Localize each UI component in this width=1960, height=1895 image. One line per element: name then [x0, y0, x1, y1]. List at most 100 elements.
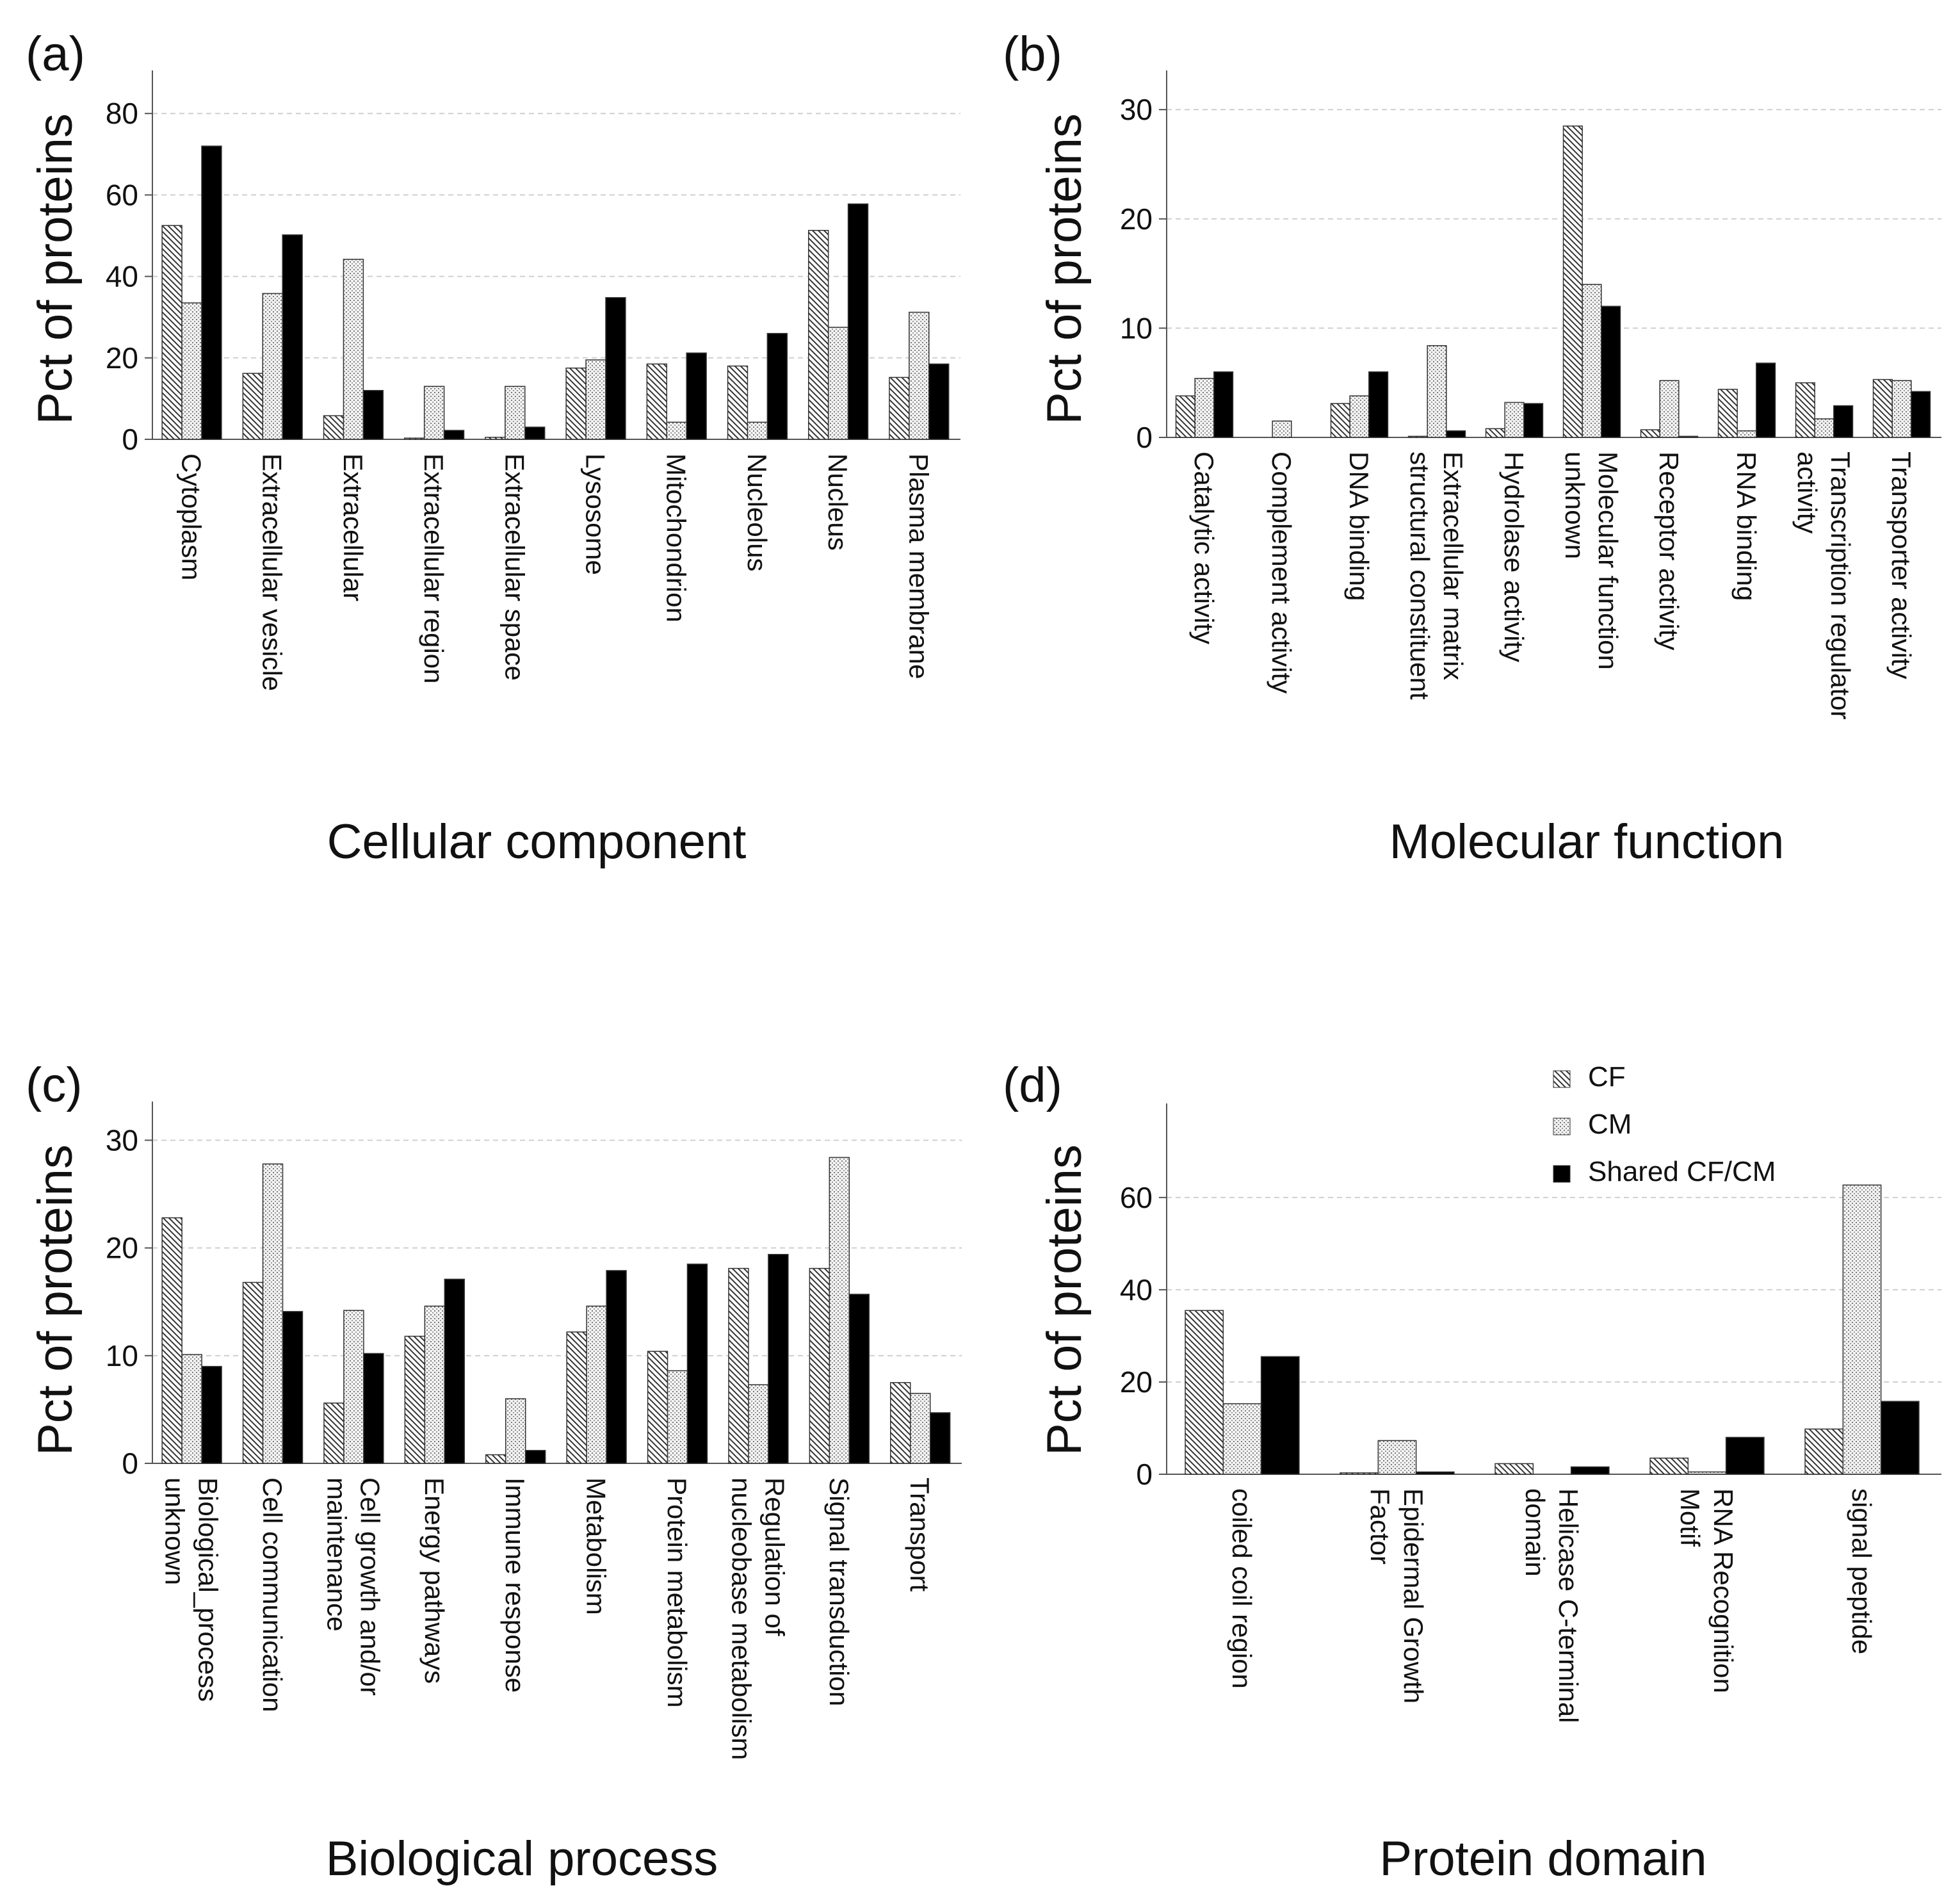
category-label: Immune response — [500, 1477, 530, 1693]
bar-cm — [1194, 378, 1215, 438]
category-label: Transport — [905, 1477, 935, 1592]
bar-cf — [485, 1454, 506, 1464]
bar-cm — [181, 1354, 202, 1464]
bar-cm — [262, 293, 283, 440]
bar-shared-cf-cm — [766, 332, 788, 440]
bar-cf — [1649, 1458, 1689, 1475]
bar-cm — [909, 311, 930, 440]
category-label: Cell growth and/ormaintenance — [321, 1477, 385, 1696]
bar-shared-cf-cm — [524, 1450, 546, 1464]
category-label-line: Molecular function — [1593, 451, 1623, 670]
y-tick-label: 10 — [106, 1339, 138, 1372]
x-axis-title: Protein domain — [1379, 1832, 1706, 1886]
category-label: Energy pathways — [419, 1477, 450, 1684]
bar-cm — [1272, 420, 1292, 438]
x-axis-title: Biological process — [326, 1832, 718, 1886]
category-label-line: coiled coil region — [1227, 1488, 1257, 1689]
category-label-line: Extracellular region — [419, 453, 449, 684]
bar-cf — [1485, 428, 1505, 438]
bar-shared-cf-cm — [1260, 1356, 1300, 1475]
bar-cm — [1891, 380, 1912, 438]
legend-label: Shared CF/CM — [1588, 1156, 1776, 1187]
category-label: Metabolism — [581, 1477, 611, 1615]
bar-cf — [728, 1267, 749, 1464]
bar-shared-cf-cm — [1523, 403, 1544, 438]
bar-shared-cf-cm — [1213, 371, 1234, 438]
bar-cm — [505, 386, 526, 440]
legend-label: CF — [1588, 1061, 1626, 1093]
panel-0: (a) Pct of proteins Cellular component 0 20 4… — [26, 27, 960, 869]
bar-cm — [586, 1305, 607, 1464]
bar-cf — [1804, 1428, 1844, 1475]
bar-cf — [647, 1351, 668, 1464]
category-label: Complement activity — [1267, 451, 1297, 694]
category-label-line: structural constituent — [1405, 451, 1435, 700]
y-tick-label: 30 — [106, 1123, 138, 1157]
bar-cf — [323, 1403, 344, 1464]
category-label: signal peptide — [1847, 1488, 1877, 1654]
bar-cf — [404, 1335, 426, 1464]
bar-cf — [242, 373, 264, 440]
bar-cm — [1222, 1403, 1262, 1475]
legend: CF CM Shared CF/CM — [1553, 1061, 1776, 1187]
category-label: coiled coil region — [1227, 1488, 1257, 1689]
bar-cf — [1795, 382, 1815, 438]
bar-shared-cf-cm — [847, 203, 869, 440]
bar-shared-cf-cm — [363, 1353, 384, 1464]
y-tick-label: 30 — [1120, 93, 1153, 126]
bar-cm — [181, 302, 202, 440]
category-label: Molecular functionunknown — [1560, 451, 1623, 670]
y-tick-label: 0 — [1136, 1458, 1153, 1491]
category-label-line: Extracellular — [338, 453, 368, 601]
category-label-line: RNA Recognition — [1708, 1488, 1738, 1693]
bar-cf — [1185, 1310, 1224, 1475]
category-label-line: Biological_process — [193, 1477, 223, 1702]
y-tick-label: 60 — [1120, 1181, 1153, 1214]
legend-swatch — [1553, 1165, 1571, 1183]
bar-cf — [1407, 435, 1428, 438]
y-tick-label: 10 — [1120, 311, 1153, 345]
category-label: Cytoplasm — [177, 453, 207, 580]
bar-shared-cf-cm — [606, 1270, 627, 1464]
bar-shared-cf-cm — [1570, 1466, 1610, 1475]
x-axis-title: Molecular function — [1389, 815, 1785, 869]
category-label-line: Mitochondrion — [661, 453, 692, 622]
category-label-line: activity — [1792, 451, 1822, 533]
bar-cf — [161, 225, 182, 440]
category-label-line: Helicase C-terminal — [1553, 1488, 1583, 1723]
bar-shared-cf-cm — [848, 1294, 870, 1464]
bar-shared-cf-cm — [1446, 430, 1466, 438]
y-tick-label: 0 — [122, 1447, 138, 1480]
bar-shared-cf-cm — [1911, 391, 1931, 438]
bar-shared-cf-cm — [1601, 305, 1621, 438]
y-tick-label: 0 — [1136, 421, 1153, 454]
category-label-line: Motif — [1675, 1488, 1705, 1547]
category-label: Signal transduction — [824, 1477, 854, 1706]
bar-cf — [485, 437, 506, 440]
bar-cm — [424, 1305, 446, 1464]
bar-cm — [1504, 402, 1525, 438]
legend-label: CM — [1588, 1109, 1632, 1140]
bar-cf — [566, 1331, 587, 1464]
bar-cm — [1842, 1184, 1882, 1475]
bar-cf — [403, 437, 425, 440]
y-tick-label: 20 — [106, 1232, 138, 1265]
category-label-line: DNA binding — [1344, 451, 1374, 601]
bar-cm — [1377, 1440, 1417, 1475]
category-label: Plasma membrane — [903, 453, 934, 679]
category-label-line: Cell growth and/or — [355, 1477, 385, 1696]
bar-cm — [667, 1370, 688, 1464]
bar-cf — [1717, 389, 1738, 438]
category-label: Protein metabolism — [662, 1477, 692, 1707]
bar-cf — [1340, 1472, 1379, 1475]
category-label-line: Transcription regulator — [1826, 451, 1856, 720]
panel-letter: (b) — [1003, 27, 1062, 81]
category-label-line: domain — [1520, 1488, 1550, 1577]
category-label: Nucleolus — [742, 453, 772, 571]
y-axis-label: Pct of proteins — [1037, 1144, 1092, 1456]
legend-swatch — [1553, 1070, 1571, 1088]
category-label-line: signal peptide — [1847, 1488, 1877, 1654]
bar-cf — [889, 377, 910, 440]
bar-shared-cf-cm — [201, 1365, 222, 1464]
bar-cm — [747, 421, 768, 440]
